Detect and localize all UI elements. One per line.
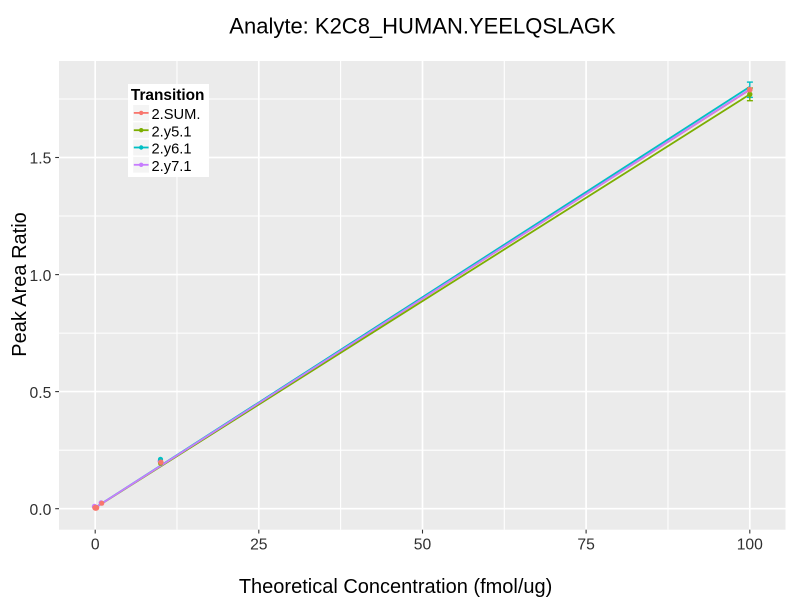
svg-text:1.5: 1.5	[29, 151, 51, 168]
svg-text:Analyte: K2C8_HUMAN.YEELQSLAGK: Analyte: K2C8_HUMAN.YEELQSLAGK	[229, 14, 616, 39]
svg-text:Theoretical Concentration (fmo: Theoretical Concentration (fmol/ug)	[239, 576, 552, 598]
svg-text:2.y5.1: 2.y5.1	[152, 124, 192, 140]
svg-text:0: 0	[91, 536, 100, 553]
svg-text:50: 50	[414, 536, 432, 553]
svg-text:0.0: 0.0	[29, 502, 51, 519]
svg-text:100: 100	[737, 536, 763, 553]
svg-text:Transition: Transition	[131, 87, 205, 104]
svg-text:2.SUM.: 2.SUM.	[152, 107, 201, 123]
svg-text:25: 25	[250, 536, 268, 553]
svg-text:0.5: 0.5	[29, 385, 51, 402]
svg-text:2.y7.1: 2.y7.1	[152, 159, 192, 175]
svg-text:75: 75	[577, 536, 595, 553]
svg-text:1.0: 1.0	[29, 268, 51, 285]
svg-text:2.y6.1: 2.y6.1	[152, 142, 192, 158]
svg-text:Peak Area Ratio: Peak Area Ratio	[9, 212, 31, 357]
